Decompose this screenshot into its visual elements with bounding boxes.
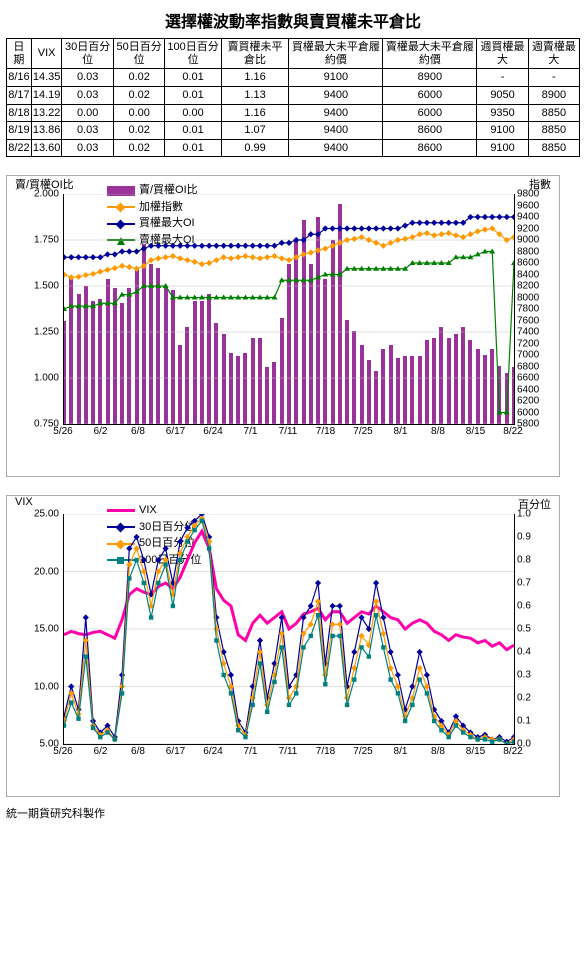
table-row: 8/1813.220.000.000.001.16940060009350885… <box>7 104 580 122</box>
y-left-label: VIX <box>15 496 33 508</box>
table-row: 8/1714.190.030.020.011.13940060009050890… <box>7 86 580 104</box>
table-row: 8/1614.350.030.020.011.1691008900-- <box>7 69 580 87</box>
vix-table: 日期VIX30日百分位50日百分位100日百分位賣買權未平倉比買權最大未平倉履約… <box>6 38 580 157</box>
table-col: VIX <box>31 39 62 69</box>
oi-ratio-chart: 賣/買權OI比加權指數買權最大OI賣權最大OI賣/買權OI比指數0.7501.0… <box>6 175 560 477</box>
page-title: 選擇權波動率指數與賣買權未平倉比 <box>6 8 580 32</box>
table-col: 日期 <box>7 39 32 69</box>
table-row: 8/1913.860.030.020.011.07940086009100885… <box>7 122 580 140</box>
table-col: 100日百分位 <box>165 39 221 69</box>
table-col: 週買權最大 <box>477 39 528 69</box>
footer-credit: 統一期貨研究科製作 <box>6 805 580 821</box>
table-col: 賣買權未平倉比 <box>221 39 289 69</box>
table-col: 30日百分位 <box>62 39 114 69</box>
table-header-row: 日期VIX30日百分位50日百分位100日百分位賣買權未平倉比買權最大未平倉履約… <box>7 39 580 69</box>
table-col: 50日百分位 <box>113 39 165 69</box>
vix-percentile-chart: VIX30日百分位50日百分位100日百分位VIX百分位5.0010.0015.… <box>6 495 560 797</box>
table-body: 8/1614.350.030.020.011.1691008900--8/171… <box>7 69 580 157</box>
table-col: 買權最大未平倉履約價 <box>289 39 383 69</box>
table-row: 8/2213.600.030.020.010.99940086009100885… <box>7 139 580 157</box>
table-col: 週賣權最大 <box>528 39 579 69</box>
table-col: 賣權最大未平倉履約價 <box>383 39 477 69</box>
